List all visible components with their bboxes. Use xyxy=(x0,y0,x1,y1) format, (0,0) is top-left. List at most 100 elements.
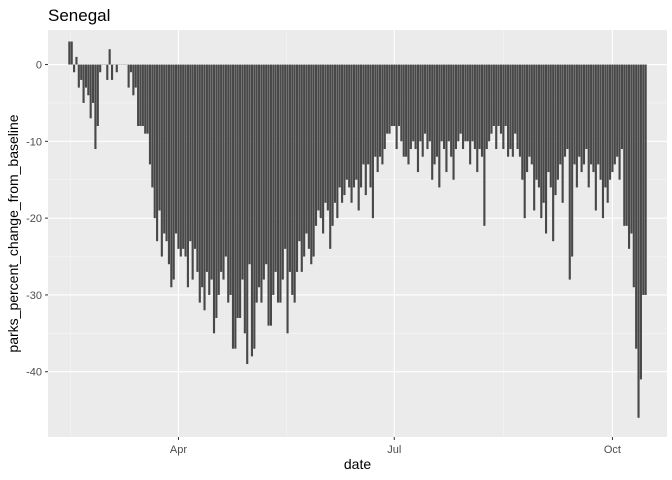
bar xyxy=(594,64,597,211)
bar xyxy=(239,64,242,318)
bar xyxy=(604,64,607,188)
bar xyxy=(314,64,318,226)
bar xyxy=(148,64,152,165)
bar xyxy=(293,64,296,303)
bar xyxy=(590,64,593,165)
bar xyxy=(224,64,227,257)
bar xyxy=(115,64,118,73)
bar xyxy=(511,64,514,157)
bar xyxy=(424,64,427,134)
bar xyxy=(167,64,171,265)
x-tick-label: Oct xyxy=(604,444,621,456)
bar xyxy=(80,64,83,80)
bar xyxy=(151,64,154,188)
bar xyxy=(203,64,206,311)
bar xyxy=(435,64,439,157)
bar xyxy=(317,64,320,211)
bar xyxy=(632,64,635,288)
bar xyxy=(407,64,410,165)
bar xyxy=(378,64,382,157)
bar xyxy=(163,64,166,234)
bar xyxy=(215,64,218,318)
bar xyxy=(457,64,460,142)
bar xyxy=(201,64,204,288)
bar xyxy=(402,64,405,157)
bar xyxy=(156,64,159,242)
bar xyxy=(236,64,239,318)
major-gridlines xyxy=(48,30,667,437)
bar xyxy=(276,64,280,303)
bar xyxy=(526,64,529,173)
bar xyxy=(540,64,543,219)
bar xyxy=(279,64,282,303)
bar xyxy=(367,64,370,165)
bar xyxy=(642,64,645,295)
bar xyxy=(585,64,588,150)
bar xyxy=(175,64,178,234)
bar xyxy=(374,64,377,157)
bar xyxy=(108,49,111,65)
bar xyxy=(248,64,251,265)
bar xyxy=(620,64,623,150)
y-tick-label: -10 xyxy=(26,136,42,148)
bar xyxy=(196,64,199,272)
bar xyxy=(616,64,619,157)
bar xyxy=(438,64,441,188)
bar xyxy=(454,64,457,150)
bar xyxy=(110,64,114,80)
bar xyxy=(492,64,495,126)
bar xyxy=(220,64,223,272)
bar xyxy=(499,64,503,134)
bar xyxy=(94,64,97,150)
bar xyxy=(127,64,130,88)
bar xyxy=(518,64,522,157)
bar xyxy=(556,64,559,180)
bar xyxy=(480,64,484,157)
bar xyxy=(158,64,161,211)
bar xyxy=(255,64,258,303)
bar xyxy=(488,64,491,142)
bar xyxy=(544,64,548,234)
bar xyxy=(528,64,531,157)
bar xyxy=(535,64,538,180)
bar xyxy=(582,64,586,165)
bar xyxy=(106,64,109,80)
bar xyxy=(421,64,424,157)
bar xyxy=(229,64,232,295)
bar xyxy=(144,64,147,134)
bar xyxy=(509,64,512,150)
bar xyxy=(246,64,249,365)
bar xyxy=(554,64,557,196)
bar xyxy=(77,64,80,88)
bar xyxy=(288,64,291,272)
bar xyxy=(212,64,216,334)
bar xyxy=(416,64,420,173)
bar xyxy=(580,64,583,173)
bar xyxy=(369,64,372,188)
bar xyxy=(639,64,642,380)
bar xyxy=(552,64,555,242)
bar xyxy=(172,64,175,280)
bar xyxy=(637,64,640,418)
bar xyxy=(210,64,213,280)
x-tick-label: Apr xyxy=(170,444,187,456)
bar-series xyxy=(68,41,647,418)
bar xyxy=(414,64,417,150)
bar xyxy=(260,64,263,303)
bar xyxy=(606,64,609,203)
bar xyxy=(300,64,303,272)
bar xyxy=(362,64,365,165)
bar xyxy=(376,64,379,173)
bar xyxy=(310,64,313,265)
bar xyxy=(426,64,429,150)
bar xyxy=(250,64,254,357)
bar xyxy=(483,64,486,226)
bar xyxy=(563,64,567,157)
bar xyxy=(409,64,412,150)
x-axis: Apr Jul Oct xyxy=(170,437,621,456)
minor-gridlines xyxy=(48,30,667,437)
bar xyxy=(395,64,398,150)
bar xyxy=(412,64,415,142)
bar xyxy=(91,64,95,103)
bar xyxy=(217,64,220,295)
